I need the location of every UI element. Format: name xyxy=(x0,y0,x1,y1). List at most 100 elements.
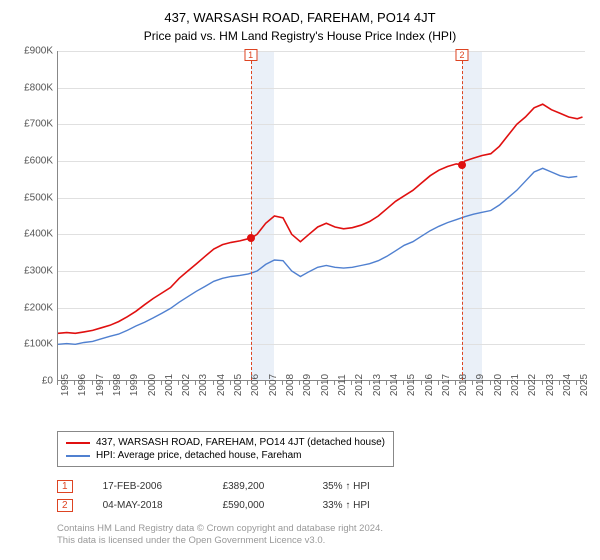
marker-price: £389,200 xyxy=(223,481,293,492)
marker-row: 1 17-FEB-2006 £389,200 35% ↑ HPI xyxy=(57,477,585,496)
x-tickmark xyxy=(213,381,214,385)
x-tick-label: 2025 xyxy=(579,374,590,396)
sale-dot xyxy=(458,161,466,169)
x-tick-label: 2017 xyxy=(441,374,452,396)
footnote-line1: Contains HM Land Registry data © Crown c… xyxy=(57,523,585,535)
y-tick-label: £700K xyxy=(24,119,53,130)
y-tick-label: £300K xyxy=(24,266,53,277)
chart-svg xyxy=(58,51,586,381)
x-tickmark xyxy=(299,381,300,385)
x-tickmark xyxy=(421,381,422,385)
y-tick-label: £800K xyxy=(24,82,53,93)
x-tick-label: 2022 xyxy=(527,374,538,396)
x-tick-label: 2003 xyxy=(198,374,209,396)
x-tick-label: 1995 xyxy=(60,374,71,396)
sale-dot xyxy=(247,234,255,242)
x-tick-label: 1997 xyxy=(95,374,106,396)
marker-row: 2 04-MAY-2018 £590,000 33% ↑ HPI xyxy=(57,496,585,515)
x-tickmark xyxy=(126,381,127,385)
x-tick-label: 2019 xyxy=(475,374,486,396)
x-tick-label: 2010 xyxy=(320,374,331,396)
y-tick-label: £0 xyxy=(42,376,53,387)
x-tickmark xyxy=(195,381,196,385)
x-tickmark xyxy=(92,381,93,385)
x-tick-label: 2007 xyxy=(268,374,279,396)
y-tick-label: £600K xyxy=(24,156,53,167)
x-tickmark xyxy=(524,381,525,385)
x-axis: 1995199619971998199920002001200220032004… xyxy=(57,381,585,423)
x-tick-label: 2009 xyxy=(302,374,313,396)
marker-date: 17-FEB-2006 xyxy=(103,481,193,492)
legend-row: HPI: Average price, detached house, Fare… xyxy=(66,449,385,462)
x-tickmark xyxy=(559,381,560,385)
y-tick-label: £500K xyxy=(24,192,53,203)
x-tickmark xyxy=(472,381,473,385)
x-tick-label: 2013 xyxy=(372,374,383,396)
x-tick-label: 2012 xyxy=(354,374,365,396)
y-tick-label: £100K xyxy=(24,339,53,350)
y-tick-label: £400K xyxy=(24,229,53,240)
page-subtitle: Price paid vs. HM Land Registry's House … xyxy=(15,29,585,43)
x-tick-label: 2011 xyxy=(337,374,348,396)
legend-row: 437, WARSASH ROAD, FAREHAM, PO14 4JT (de… xyxy=(66,436,385,449)
x-tick-label: 1996 xyxy=(77,374,88,396)
legend: 437, WARSASH ROAD, FAREHAM, PO14 4JT (de… xyxy=(57,431,394,467)
x-tick-label: 2002 xyxy=(181,374,192,396)
marker-num-box: 2 xyxy=(57,499,73,512)
x-tickmark xyxy=(161,381,162,385)
x-tickmark xyxy=(178,381,179,385)
legend-swatch xyxy=(66,442,90,444)
y-axis: £0£100K£200K£300K£400K£500K£600K£700K£80… xyxy=(15,51,57,381)
series-line-hpi_avg xyxy=(58,168,577,344)
marker-num-box: 1 xyxy=(57,480,73,493)
x-tickmark xyxy=(109,381,110,385)
footnote-line2: This data is licensed under the Open Gov… xyxy=(57,535,585,547)
x-tick-label: 2000 xyxy=(147,374,158,396)
x-tickmark xyxy=(490,381,491,385)
x-tick-label: 2001 xyxy=(164,374,175,396)
vertical-marker-label: 2 xyxy=(456,49,469,61)
x-tickmark xyxy=(144,381,145,385)
x-tickmark xyxy=(403,381,404,385)
x-tick-label: 1999 xyxy=(129,374,140,396)
series-line-property_price xyxy=(58,104,583,333)
x-tickmark xyxy=(230,381,231,385)
legend-label: HPI: Average price, detached house, Fare… xyxy=(96,450,302,461)
x-tick-label: 2004 xyxy=(216,374,227,396)
x-tickmark xyxy=(57,381,58,385)
x-tickmark xyxy=(351,381,352,385)
x-tick-label: 2005 xyxy=(233,374,244,396)
marker-price: £590,000 xyxy=(223,500,293,511)
plot-area: 12 xyxy=(57,51,585,381)
x-tickmark xyxy=(438,381,439,385)
x-tickmark xyxy=(507,381,508,385)
x-tickmark xyxy=(455,381,456,385)
x-tick-label: 2018 xyxy=(458,374,469,396)
footnote: Contains HM Land Registry data © Crown c… xyxy=(57,523,585,548)
page-title: 437, WARSASH ROAD, FAREHAM, PO14 4JT xyxy=(15,10,585,25)
x-tickmark xyxy=(576,381,577,385)
x-tick-label: 2020 xyxy=(493,374,504,396)
x-tickmark xyxy=(282,381,283,385)
marker-delta: 35% ↑ HPI xyxy=(323,481,370,492)
x-tick-label: 2008 xyxy=(285,374,296,396)
x-tickmark xyxy=(247,381,248,385)
markers-table: 1 17-FEB-2006 £389,200 35% ↑ HPI 2 04-MAY-201… xyxy=(57,477,585,515)
marker-delta: 33% ↑ HPI xyxy=(323,500,370,511)
x-tickmark xyxy=(74,381,75,385)
x-tick-label: 2014 xyxy=(389,374,400,396)
x-tick-label: 2006 xyxy=(250,374,261,396)
legend-label: 437, WARSASH ROAD, FAREHAM, PO14 4JT (de… xyxy=(96,437,385,448)
legend-swatch xyxy=(66,455,90,457)
x-tick-label: 2016 xyxy=(424,374,435,396)
vertical-marker-label: 1 xyxy=(244,49,257,61)
x-tick-label: 2015 xyxy=(406,374,417,396)
x-tick-label: 2021 xyxy=(510,374,521,396)
y-tick-label: £900K xyxy=(24,46,53,57)
marker-date: 04-MAY-2018 xyxy=(103,500,193,511)
x-tickmark xyxy=(369,381,370,385)
y-tick-label: £200K xyxy=(24,302,53,313)
x-tick-label: 2024 xyxy=(562,374,573,396)
x-tickmark xyxy=(386,381,387,385)
vertical-marker xyxy=(251,51,252,380)
